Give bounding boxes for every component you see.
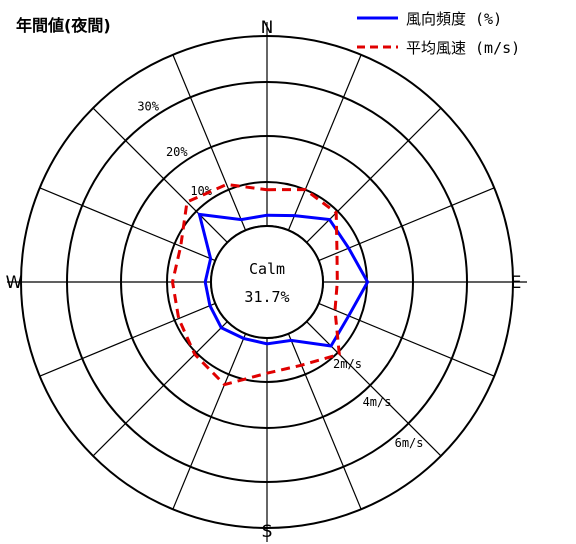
frequency-ring-label: 20% xyxy=(166,145,188,159)
calm-value: 31.7% xyxy=(244,288,289,306)
cardinal-label-w: W xyxy=(6,273,23,293)
speed-ring-label: 4m/s xyxy=(363,395,392,409)
spoke-line xyxy=(306,107,442,243)
chart-title: 年間値(夜間) xyxy=(16,16,111,35)
calm-circle xyxy=(210,225,324,339)
legend-label-frequency: 風向頻度 (%) xyxy=(406,10,502,28)
spoke-line xyxy=(92,107,228,243)
speed-series-line xyxy=(170,182,341,387)
spoke-line xyxy=(287,333,362,510)
ring-labels: 10%20%30%2m/s4m/s6m/s xyxy=(137,99,423,449)
series-layer xyxy=(170,182,370,387)
legend-label-speed: 平均風速 (m/s) xyxy=(406,39,520,57)
calm-label: Calm xyxy=(249,260,285,278)
spoke-line xyxy=(306,321,442,457)
speed-ring-label: 6m/s xyxy=(395,436,424,450)
spoke-line xyxy=(92,321,228,457)
spoke-line xyxy=(287,54,362,231)
legend: 風向頻度 (%) 平均風速 (m/s) xyxy=(357,10,520,57)
calm-center: Calm 31.7% xyxy=(210,225,324,339)
cardinal-label-s: S xyxy=(262,522,273,542)
spoke-line xyxy=(39,187,216,262)
cardinal-label-e: E xyxy=(511,273,522,293)
spoke-line xyxy=(172,54,247,231)
cardinal-label-n: N xyxy=(261,18,274,38)
frequency-series-line xyxy=(197,212,370,348)
frequency-ring-label: 30% xyxy=(137,99,159,113)
cardinal-labels: N E S W xyxy=(6,18,522,542)
spoke-line xyxy=(39,302,216,377)
spoke-line xyxy=(172,333,247,510)
spoke-line xyxy=(318,187,495,262)
speed-ring-label: 2m/s xyxy=(333,357,362,371)
